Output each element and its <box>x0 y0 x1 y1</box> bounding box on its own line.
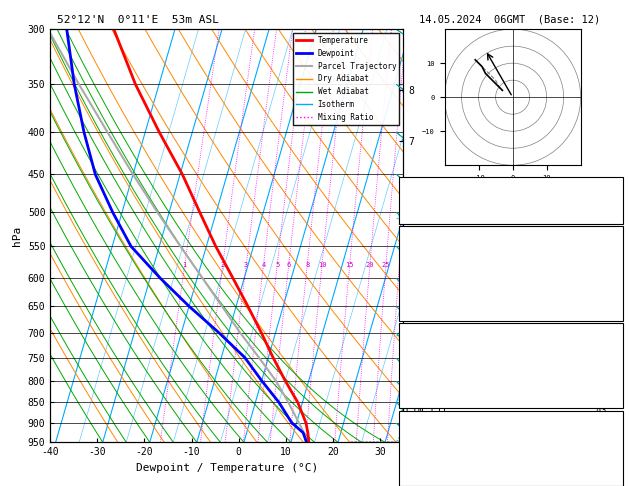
Text: 13.3: 13.3 <box>584 262 607 272</box>
Text: StmSpd (kt): StmSpd (kt) <box>406 478 470 486</box>
Text: EH: EH <box>406 431 418 441</box>
X-axis label: Dewpoint / Temperature (°C): Dewpoint / Temperature (°C) <box>136 463 318 473</box>
Y-axis label: km
ASL: km ASL <box>433 236 450 257</box>
Text: 16: 16 <box>595 478 607 486</box>
Text: 950: 950 <box>589 344 607 354</box>
Text: CIN (J): CIN (J) <box>406 406 447 416</box>
Text: 25: 25 <box>382 262 390 268</box>
Text: Lifted Index: Lifted Index <box>406 293 476 303</box>
Y-axis label: hPa: hPa <box>13 226 22 246</box>
Text: 150°: 150° <box>584 462 607 472</box>
Legend: Temperature, Dewpoint, Parcel Trajectory, Dry Adiabat, Wet Adiabat, Isotherm, Mi: Temperature, Dewpoint, Parcel Trajectory… <box>293 33 399 125</box>
Text: 10: 10 <box>318 262 326 268</box>
Text: Hodograph: Hodograph <box>484 416 538 426</box>
Text: 2.95: 2.95 <box>584 213 607 224</box>
Text: 20: 20 <box>365 262 374 268</box>
Text: Totals Totals: Totals Totals <box>406 198 482 208</box>
Text: 0: 0 <box>601 309 607 319</box>
Text: 52°12'N  0°11'E  53m ASL: 52°12'N 0°11'E 53m ASL <box>57 15 220 25</box>
Text: CAPE (J): CAPE (J) <box>406 390 453 400</box>
Text: SREH: SREH <box>406 447 429 457</box>
Text: 2: 2 <box>221 262 225 268</box>
Text: 6: 6 <box>287 262 291 268</box>
Text: >>: >> <box>393 214 406 227</box>
Text: CIN (J): CIN (J) <box>406 324 447 334</box>
Text: >>: >> <box>393 436 406 449</box>
Text: θe (K): θe (K) <box>406 359 441 369</box>
Text: 45: 45 <box>595 390 607 400</box>
Text: 321: 321 <box>589 359 607 369</box>
Text: 3: 3 <box>244 262 248 268</box>
Text: θe(K): θe(K) <box>406 278 435 288</box>
Text: 29: 29 <box>595 182 607 192</box>
Text: 13.8: 13.8 <box>584 246 607 257</box>
Text: Dewp (°C): Dewp (°C) <box>406 262 459 272</box>
Text: 8: 8 <box>305 262 309 268</box>
Text: 5: 5 <box>275 262 279 268</box>
Text: 48: 48 <box>595 431 607 441</box>
Text: Most Unstable: Most Unstable <box>473 328 549 338</box>
Text: >>: >> <box>393 398 406 410</box>
Text: 314: 314 <box>589 278 607 288</box>
Text: LCL: LCL <box>404 436 420 446</box>
Text: K: K <box>406 182 411 192</box>
Text: 1: 1 <box>182 262 187 268</box>
Text: 43: 43 <box>595 406 607 416</box>
Text: 14.05.2024  06GMT  (Base: 12): 14.05.2024 06GMT (Base: 12) <box>419 15 600 25</box>
Text: StmDir: StmDir <box>406 462 441 472</box>
Text: PW (cm): PW (cm) <box>406 213 447 224</box>
Text: 1: 1 <box>601 375 607 385</box>
Text: Lifted Index: Lifted Index <box>406 375 476 385</box>
Text: 55: 55 <box>595 447 607 457</box>
Text: 0: 0 <box>601 324 607 334</box>
Text: CAPE (J): CAPE (J) <box>406 309 453 319</box>
X-axis label: kt: kt <box>508 187 518 195</box>
Text: Pressure (mb): Pressure (mb) <box>406 344 482 354</box>
Text: 15: 15 <box>345 262 354 268</box>
Text: 5: 5 <box>601 293 607 303</box>
Text: >>: >> <box>393 330 406 343</box>
Text: 4: 4 <box>261 262 265 268</box>
Text: Temp (°C): Temp (°C) <box>406 246 459 257</box>
Text: Surface: Surface <box>491 231 532 241</box>
Text: 46: 46 <box>595 198 607 208</box>
Text: © weatheronline.co.uk: © weatheronline.co.uk <box>460 467 565 476</box>
